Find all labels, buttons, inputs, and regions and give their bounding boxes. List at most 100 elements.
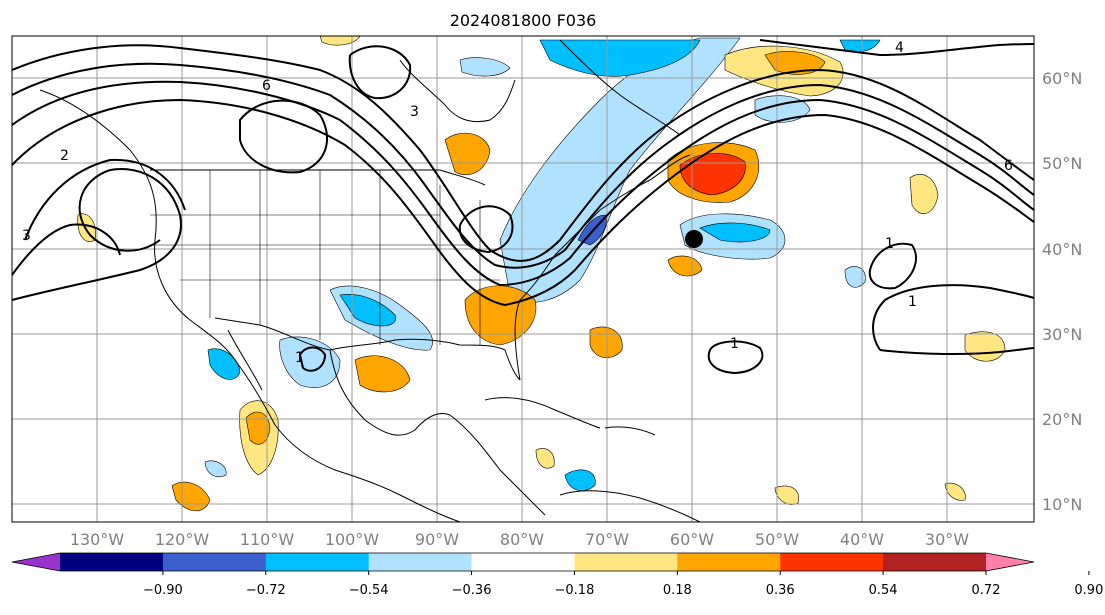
contour-label-group: 2 3 4 6 3 6 1 1 1 1: [22, 40, 1013, 366]
lat-label: 20°N: [1042, 410, 1082, 429]
contour-label: 4: [895, 40, 904, 56]
contour-greenland: [759, 39, 1034, 57]
contour-label: 3: [410, 104, 419, 120]
warm-shade-nova-scotia-core: [679, 153, 746, 196]
cool-shade-pacific: [204, 460, 227, 478]
warm-shade-atlantic-central: [589, 326, 623, 358]
contour-low-greatlakes: [458, 205, 514, 254]
colorbar-tick-label: 0.18: [663, 583, 692, 598]
cuba: [484, 397, 601, 429]
latitude-axis-labels: 60°N 50°N 40°N 30°N 20°N 10°N: [1042, 69, 1082, 514]
contour-label: 3: [22, 228, 31, 244]
map-title: 2024081800 F036: [450, 11, 597, 30]
contour-label: 1: [295, 350, 304, 366]
colorbar-bin: [574, 553, 678, 571]
contour-closed-atlantic-1: [707, 340, 764, 375]
colorbar: −0.90 −0.72 −0.54 −0.36 −0.18 0.18 0.36 0.54 0.7…: [11, 552, 1103, 598]
contour-low-west-3: [12, 223, 121, 276]
north-america-coast-west: [39, 89, 461, 522]
warm-shade-mexico-west-core: [245, 411, 271, 445]
contours: [12, 39, 1034, 375]
colorbar-tick-label: 0.90: [1074, 583, 1103, 598]
colorbar-bin: [265, 553, 370, 571]
south-america-north: [559, 490, 701, 522]
contour-label: 1: [730, 336, 739, 352]
contour-ridge-4: [12, 98, 1034, 307]
north-america-gulf-coast: [329, 338, 521, 381]
colorbar-outline: [11, 552, 1035, 572]
labrador-coast: [559, 39, 681, 136]
colorbar-tick-label: 0.54: [869, 583, 898, 598]
lon-label: 50°W: [755, 530, 799, 549]
colorbar-tick-label: 0.36: [766, 583, 795, 598]
contour-open-atlantic: [872, 284, 1034, 351]
lon-label: 40°W: [840, 530, 884, 549]
map-frame: [11, 35, 1035, 523]
colorbar-bin: [471, 553, 575, 571]
lon-label: 90°W: [415, 530, 459, 549]
lat-label: 10°N: [1042, 495, 1082, 514]
lat-label: 60°N: [1042, 69, 1082, 88]
lon-label: 30°W: [925, 530, 969, 549]
us-mexico-border: [214, 317, 331, 351]
mexico-coast: [329, 349, 451, 436]
contour-closed-mexico: [298, 346, 327, 372]
contour-label: 1: [908, 294, 917, 310]
location-marker: [685, 230, 703, 248]
contour-trough-west: [12, 168, 182, 301]
colorbar-bin: [368, 553, 473, 571]
contour-label: 1: [885, 236, 894, 252]
warm-shade-florida: [464, 285, 537, 346]
colorbar-bin: [780, 553, 884, 571]
cool-shade-atlantic-east-core: [699, 222, 771, 243]
warm-shade-atlantic-east: [909, 174, 939, 214]
colorbar-tick-label: 0.72: [972, 583, 1001, 598]
colorbar-tick-label: −0.36: [452, 583, 492, 598]
contour-label: 2: [60, 148, 69, 164]
state-borders: [150, 170, 500, 345]
contour-atlantic-south: [879, 347, 1034, 356]
cool-shade-north-atlantic: [539, 39, 701, 77]
lon-label: 110°W: [240, 530, 295, 549]
contour-low-west-2: [24, 158, 186, 241]
colorbar-bin: [162, 553, 267, 571]
lon-label: 120°W: [155, 530, 210, 549]
contour-label: 6: [1004, 158, 1013, 174]
contour-label: 6: [262, 78, 271, 94]
warm-shade-southeast: [774, 485, 800, 505]
contour-closed-pacific: [239, 99, 329, 174]
map-content: 2 3 4 6 3 6 1 1 1 1: [12, 36, 1034, 522]
colorbar-extend-min: [12, 553, 60, 571]
contour-ridge-1: [12, 44, 1034, 262]
warm-shade-far-east: [944, 482, 966, 501]
lat-label: 40°N: [1042, 240, 1082, 259]
warm-shade-gulf: [354, 355, 411, 393]
cool-shade-mexico: [279, 336, 341, 388]
central-america: [449, 414, 546, 516]
cool-shade-plains-core: [339, 294, 396, 327]
warm-shade-mid-atlantic: [667, 255, 703, 277]
colorbar-extend-max: [986, 553, 1034, 571]
contour-ridge-2: [12, 62, 1034, 269]
colorbar-tick-label: −0.18: [555, 583, 595, 598]
contour-closed-atlantic-2: [868, 242, 917, 290]
baja-california: [227, 329, 263, 391]
colorbar-bin: [883, 553, 987, 571]
colorbar-tick-label: −0.54: [349, 583, 389, 598]
longitude-axis-labels: 130°W 120°W 110°W 100°W 90°W 80°W 70°W 6…: [70, 530, 969, 549]
us-border-north: [150, 169, 486, 186]
colorbar-bin: [60, 553, 164, 571]
colorbar-bin: [677, 553, 781, 571]
coastlines: [39, 39, 701, 522]
cool-shade-great-lakes: [459, 57, 511, 77]
lat-label: 30°N: [1042, 325, 1082, 344]
colorbar-tick-label: −0.90: [143, 583, 183, 598]
lon-label: 70°W: [585, 530, 629, 549]
contour-ridge-3: [12, 80, 1034, 287]
warm-shade-hudson: [444, 132, 491, 176]
north-america-east-coast: [514, 154, 691, 381]
lon-label: 60°W: [670, 530, 714, 549]
lat-label: 50°N: [1042, 154, 1082, 173]
colorbar-tick-label: −0.72: [246, 583, 286, 598]
